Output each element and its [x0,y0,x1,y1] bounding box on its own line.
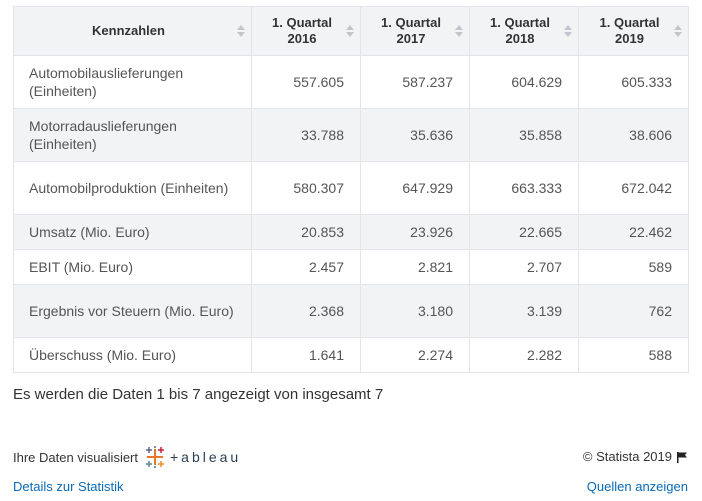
table-cell: 2.282 [469,337,579,373]
table-row: Ergebnis vor Steuern (Mio. Euro) 2.368 3… [13,284,689,338]
table-cell: 663.333 [469,161,579,215]
data-table: Kennzahlen 1. Quartal 2016 1. Quartal 20… [13,6,689,373]
table-cell: 2.368 [251,284,361,338]
sort-icon[interactable] [455,24,463,38]
table-cell: 1.641 [251,337,361,373]
column-header-2018[interactable]: 1. Quartal 2018 [469,6,579,56]
table-cell: 2.274 [360,337,470,373]
column-header-2016[interactable]: 1. Quartal 2016 [251,6,361,56]
column-header-year: 2018 [505,31,535,46]
table-header-row: Kennzahlen 1. Quartal 2016 1. Quartal 20… [13,6,689,56]
flag-icon[interactable] [676,451,688,463]
column-header-2017[interactable]: 1. Quartal 2017 [360,6,470,56]
row-label: Überschuss (Mio. Euro) [13,337,252,373]
copyright-notice: © Statista 2019 [583,449,688,464]
table-row: Überschuss (Mio. Euro) 1.641 2.274 2.282… [13,337,689,373]
table-cell: 587.237 [360,55,470,109]
column-header-year: 2017 [396,31,426,46]
column-header-label: 1. Quartal [381,15,441,30]
table-cell: 647.929 [360,161,470,215]
sources-link[interactable]: Quellen anzeigen [586,479,688,494]
tableau-logo[interactable]: +ableau [144,446,241,468]
table-cell: 762 [578,284,689,338]
sort-icon[interactable] [346,24,354,38]
details-link[interactable]: Details zur Statistik [13,479,124,494]
tableau-wordmark: +ableau [170,449,242,465]
column-header-label: 1. Quartal [490,15,550,30]
row-label: Motorradauslieferungen (Einheiten) [13,108,252,162]
table-cell: 588 [578,337,689,373]
table-cell: 35.636 [360,108,470,162]
row-label: EBIT (Mio. Euro) [13,249,252,285]
table-cell: 20.853 [251,214,361,250]
table-row: Automobilauslieferungen (Einheiten) 557.… [13,55,689,109]
table-summary-text: Es werden die Daten 1 bis 7 angezeigt vo… [13,386,384,403]
row-label: Automobilauslieferungen (Einheiten) [13,55,252,109]
table-cell: 3.180 [360,284,470,338]
table-row: Umsatz (Mio. Euro) 20.853 23.926 22.665 … [13,214,689,250]
table-row: Motorradauslieferungen (Einheiten) 33.78… [13,108,689,162]
table-cell: 22.462 [578,214,689,250]
viz-label: Ihre Daten visualisiert [13,449,138,465]
tableau-attribution[interactable]: Ihre Daten visualisiert +ableau [13,446,241,468]
column-header-label: Kennzahlen [92,23,165,38]
table-cell: 22.665 [469,214,579,250]
table-cell: 23.926 [360,214,470,250]
sort-icon[interactable] [564,24,572,38]
table-row: EBIT (Mio. Euro) 2.457 2.821 2.707 589 [13,249,689,285]
row-label: Automobilproduktion (Einheiten) [13,161,252,215]
table-cell: 2.707 [469,249,579,285]
row-label: Ergebnis vor Steuern (Mio. Euro) [13,284,252,338]
table-cell: 35.858 [469,108,579,162]
copyright-text: © Statista 2019 [582,449,672,464]
table-cell: 580.307 [251,161,361,215]
table-cell: 557.605 [251,55,361,109]
column-header-2019[interactable]: 1. Quartal 2019 [578,6,689,56]
table-cell: 589 [578,249,689,285]
table-cell: 33.788 [251,108,361,162]
column-header-year: 2019 [615,31,644,46]
column-header-label: 1. Quartal [272,15,332,30]
column-header-year: 2016 [287,31,317,46]
table-cell: 672.042 [578,161,689,215]
row-label: Umsatz (Mio. Euro) [13,214,252,250]
sort-icon[interactable] [674,24,682,38]
sort-icon[interactable] [237,24,245,38]
table-cell: 3.139 [469,284,579,338]
table-cell: 605.333 [578,55,689,109]
tableau-icon [146,446,164,468]
column-header-label: 1. Quartal [599,15,660,30]
table-cell: 38.606 [578,108,689,162]
column-header-kennzahlen[interactable]: Kennzahlen [13,6,252,56]
table-row: Automobilproduktion (Einheiten) 580.307 … [13,161,689,215]
table-cell: 2.821 [360,249,470,285]
table-cell: 604.629 [469,55,579,109]
table-cell: 2.457 [251,249,361,285]
